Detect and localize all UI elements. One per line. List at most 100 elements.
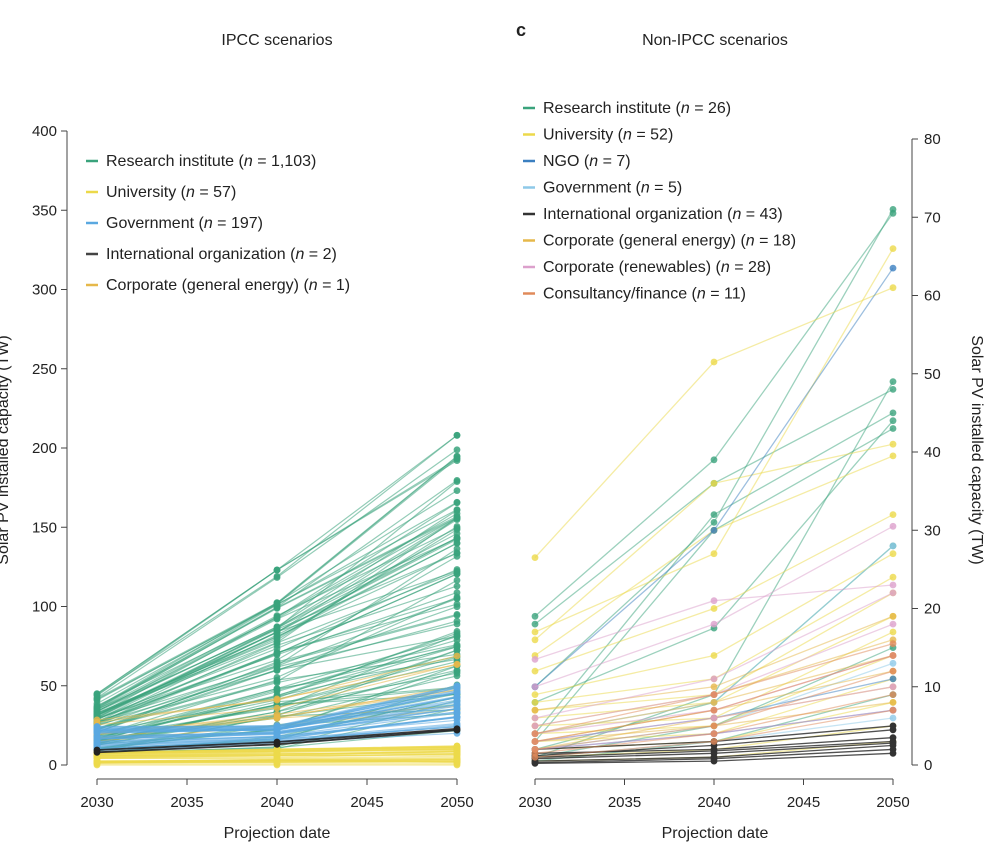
non-ipcc-data-point (889, 245, 897, 253)
non-ipcc-data-point (710, 714, 718, 722)
non-ipcc-data-point (531, 722, 539, 730)
ipcc-data-point (453, 431, 461, 439)
ipcc-data-point (273, 667, 281, 674)
non-ipcc-data-point (531, 620, 539, 628)
panel-title-non-ipcc: Non-IPCC scenarios (642, 32, 788, 49)
ipcc-legend-entry: Corporate (general energy) (n = 1) (106, 277, 350, 294)
ipcc-data-point (453, 693, 461, 700)
non-ipcc-legend: Research institute (n = 26) University (n… (523, 100, 796, 303)
panel-label-c: c (516, 20, 526, 40)
ipcc-data-point (93, 716, 101, 724)
ipcc-data-point (93, 757, 101, 765)
non-ipcc-y-tick-label: 50 (924, 366, 941, 383)
ipcc-legend-entry: Research institute (n = 1,103) (106, 153, 316, 170)
ipcc-data-point (453, 506, 461, 513)
non-ipcc-series-line (534, 248, 894, 633)
ipcc-data-point (273, 600, 281, 607)
non-ipcc-data-point (710, 683, 718, 691)
non-ipcc-data-point (889, 620, 897, 628)
ipcc-data-point (273, 676, 281, 684)
non-ipcc-data-point (889, 691, 897, 698)
non-ipcc-legend-entry: Corporate (renewables) (n = 28) (543, 259, 771, 276)
ipcc-data-point (453, 667, 461, 675)
ipcc-data-point (453, 595, 461, 603)
non-ipcc-data-point (889, 452, 897, 460)
ipcc-data-point (453, 487, 461, 494)
non-ipcc-legend-entry: Research institute (n = 26) (543, 100, 731, 117)
non-ipcc-x-tick-label: 2030 (518, 794, 551, 811)
ipcc-legend-entry: International organization (n = 2) (106, 246, 337, 263)
ipcc-data-point (273, 633, 281, 641)
non-ipcc-data-point (889, 440, 897, 448)
ipcc-y-tick-label: 200 (32, 440, 57, 457)
ipcc-data-point (453, 684, 461, 692)
ipcc-data-point (453, 446, 461, 454)
non-ipcc-data-point (889, 417, 897, 425)
ipcc-data-point (93, 696, 101, 704)
ipcc-legend-entry: University (n = 57) (106, 184, 236, 201)
non-ipcc-legend-entry: Corporate (general energy) (n = 18) (543, 233, 796, 250)
non-ipcc-y-tick-label: 10 (924, 679, 941, 696)
ipcc-data-point (273, 573, 281, 580)
non-ipcc-y-tick-label: 20 (924, 601, 941, 618)
ipcc-data-point (453, 566, 461, 573)
ipcc-data-point (273, 614, 281, 622)
ipcc-x-tick-label: 2040 (260, 794, 293, 811)
ipcc-y-tick-label: 50 (40, 678, 57, 695)
ipcc-data-point (453, 549, 461, 557)
non-ipcc-legend-entry: International organization (n = 43) (543, 206, 783, 223)
non-ipcc-series-consultancy-finance (531, 640, 897, 761)
ipcc-data-point (273, 696, 281, 704)
non-ipcc-data-point (710, 738, 718, 745)
ipcc-y-tick-label: 300 (32, 282, 57, 299)
ipcc-data-point (453, 705, 461, 712)
non-ipcc-series-corporate-renewables- (531, 522, 897, 753)
non-ipcc-data-point (889, 749, 897, 757)
non-ipcc-data-point (710, 511, 718, 518)
non-ipcc-data-point (710, 675, 718, 683)
non-ipcc-data-point (889, 206, 897, 213)
non-ipcc-data-point (710, 358, 718, 366)
ipcc-data-point (93, 690, 101, 698)
non-ipcc-data-point (710, 691, 718, 698)
non-ipcc-data-point (531, 656, 539, 663)
ipcc-data-point (273, 685, 281, 692)
ipcc-data-point (453, 530, 461, 537)
ipcc-data-point (453, 478, 461, 485)
non-ipcc-data-point (531, 691, 539, 698)
ipcc-x-tick-label: 2050 (440, 794, 473, 811)
non-ipcc-data-point (531, 699, 539, 706)
ipcc-data-point (453, 672, 461, 680)
ipcc-data-point (453, 611, 461, 618)
non-ipcc-data-point (710, 699, 718, 706)
non-ipcc-legend-entry: NGO (n = 7) (543, 153, 631, 170)
ipcc-data-point (453, 617, 461, 625)
non-ipcc-legend-entry: Government (n = 5) (543, 180, 682, 197)
non-ipcc-data-point (710, 620, 718, 628)
ipcc-data-point (93, 748, 101, 756)
ipcc-data-point (453, 726, 461, 734)
ipcc-data-point (453, 652, 461, 660)
ipcc-data-point (273, 733, 281, 741)
ipcc-data-point (273, 714, 281, 722)
non-ipcc-x-tick-label: 2035 (608, 794, 641, 811)
non-ipcc-x-tick-label: 2045 (787, 794, 820, 811)
non-ipcc-data-point (710, 519, 718, 526)
ipcc-data-point (93, 724, 101, 732)
non-ipcc-data-point (531, 706, 539, 714)
ipcc-y-tick-label: 400 (32, 123, 57, 140)
non-ipcc-y-tick-label: 40 (924, 444, 941, 461)
ipcc-y-axis-label: Solar PV installed capacity (TW) (0, 335, 12, 564)
non-ipcc-data-point (889, 628, 897, 636)
panel-title-ipcc: IPCC scenarios (221, 32, 332, 49)
non-ipcc-x-axis-label: Projection date (662, 825, 769, 842)
non-ipcc-y-tick-label: 80 (924, 131, 941, 148)
ipcc-x-tick-label: 2035 (170, 794, 203, 811)
ipcc-y-tick-label: 350 (32, 202, 57, 219)
non-ipcc-data-point (531, 714, 539, 722)
ipcc-plot-area (93, 431, 461, 769)
non-ipcc-data-point (889, 699, 897, 706)
ipcc-x-axis-label: Projection date (224, 825, 331, 842)
non-ipcc-data-point (531, 636, 539, 644)
non-ipcc-data-point (889, 652, 897, 659)
